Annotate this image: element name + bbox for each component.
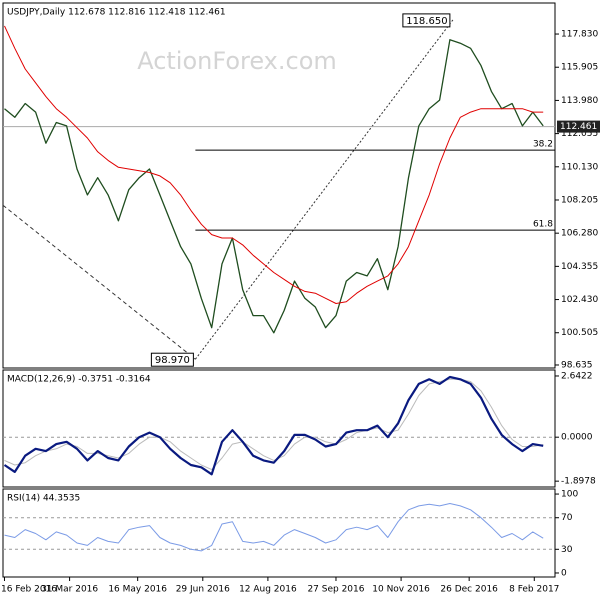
- trend-line: [194, 19, 454, 360]
- trend-line: [2, 204, 196, 360]
- x-tick-label: 8 Feb 2017: [509, 585, 559, 595]
- annotation-box: [402, 13, 451, 28]
- panel-title: USDJPY,Daily 112.678 112.816 112.418 112…: [7, 8, 226, 18]
- y-tick-label: 108.205: [561, 195, 598, 205]
- y-tick-label: 110.130: [561, 162, 598, 172]
- panel-frame: [2, 2, 556, 369]
- y-tick-label: 30: [561, 545, 573, 555]
- panel-title: MACD(12,26,9) -0.3751 -0.3164: [7, 375, 151, 385]
- series-line: [3, 375, 544, 476]
- y-tick-label: 100: [561, 490, 578, 500]
- x-tick-label: 16 Feb 2016: [1, 585, 57, 595]
- watermark: ActionForex.com: [137, 47, 337, 75]
- x-tick-label: 12 Aug 2016: [239, 585, 297, 595]
- y-tick-label: 115.905: [561, 63, 598, 73]
- annotation-box: [150, 352, 194, 367]
- panel-title: RSI(14) 44.3535: [7, 494, 80, 504]
- last-price-label: 112.461: [560, 122, 597, 132]
- y-tick-label: 70: [561, 513, 573, 523]
- x-tick-label: 27 Sep 2016: [307, 585, 364, 595]
- series-line: [4, 25, 544, 304]
- y-tick-label: 2.6422: [561, 371, 593, 381]
- annotation-label: 118.650: [406, 16, 447, 27]
- y-tick-label: 117.830: [561, 30, 598, 40]
- x-tick-label: 10 Nov 2016: [372, 585, 430, 595]
- y-tick-label: 0.0000: [561, 433, 593, 443]
- series-line: [4, 503, 544, 552]
- last-price-box: [557, 120, 600, 133]
- y-tick-label: 100.505: [561, 328, 598, 338]
- panel-frame: [2, 488, 556, 578]
- y-tick-label: 112.055: [561, 129, 598, 139]
- y-tick-label: 98.635: [561, 360, 593, 370]
- panel-frame: [2, 369, 556, 488]
- y-tick-label: 102.430: [561, 295, 598, 305]
- x-tick-label: 31 Mar 2016: [41, 585, 98, 595]
- annotation-label: 98.970: [155, 355, 190, 366]
- x-tick-label: 26 Dec 2016: [440, 585, 498, 595]
- series-line: [4, 39, 544, 334]
- y-tick-label: 106.280: [561, 229, 598, 239]
- y-tick-label: 113.980: [561, 96, 598, 106]
- x-tick-label: 16 May 2016: [108, 585, 167, 595]
- y-tick-label: 104.355: [561, 262, 598, 272]
- x-tick-label: 29 Jun 2016: [176, 585, 230, 595]
- y-tick-label: -1.8978: [561, 477, 596, 487]
- y-tick-label: 0: [561, 568, 567, 578]
- fib-label: 38.2: [533, 140, 553, 150]
- fib-label: 61.8: [533, 220, 553, 230]
